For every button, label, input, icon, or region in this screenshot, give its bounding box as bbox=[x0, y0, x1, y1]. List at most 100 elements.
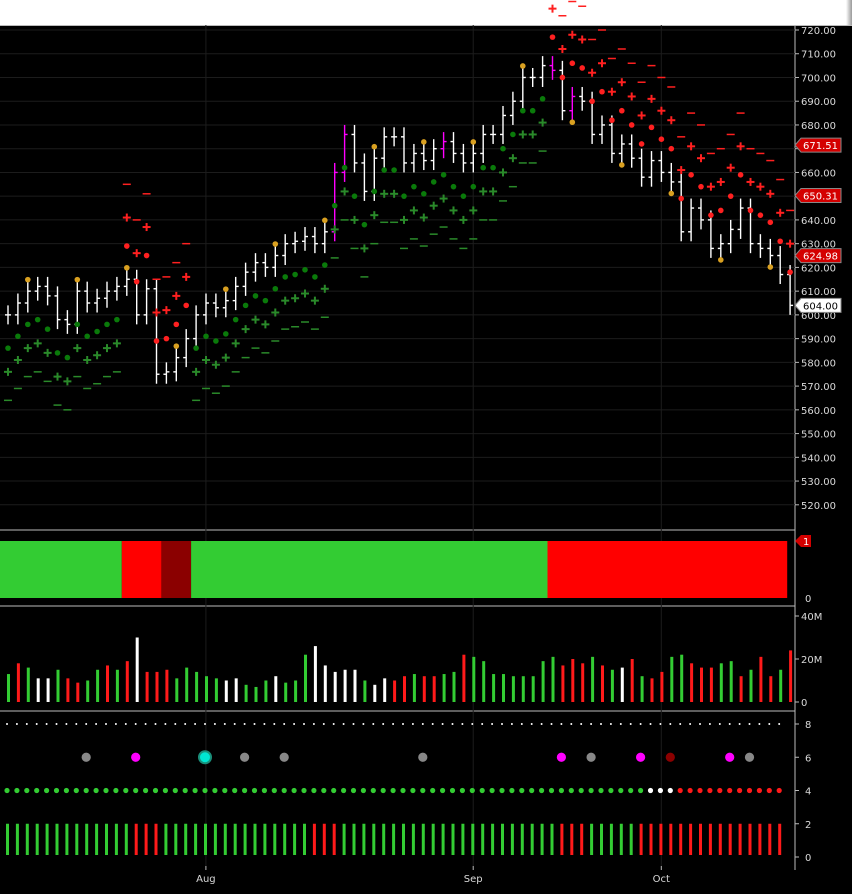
volume-bar bbox=[313, 646, 317, 702]
volume-bar bbox=[135, 637, 139, 702]
row4-dot bbox=[657, 787, 664, 794]
row8-dot bbox=[362, 723, 365, 725]
row4-dot bbox=[380, 787, 386, 794]
row2-bar bbox=[728, 823, 732, 855]
row4-dot bbox=[489, 787, 495, 794]
row4-dot bbox=[667, 787, 673, 794]
row2-bar bbox=[263, 823, 267, 855]
stop-dot bbox=[638, 141, 645, 147]
stop-dot bbox=[678, 195, 684, 202]
volume-bar bbox=[7, 674, 10, 702]
x-tick-label: Sep bbox=[464, 874, 483, 885]
volume-bar bbox=[670, 656, 674, 702]
volume-bar bbox=[502, 674, 505, 702]
row8-dot bbox=[570, 723, 573, 725]
row4-dot bbox=[251, 787, 258, 794]
stop-dot bbox=[500, 145, 506, 152]
row4-dot bbox=[350, 787, 357, 794]
row4-dot bbox=[509, 787, 515, 794]
row2-bar bbox=[570, 823, 574, 855]
volume-bar bbox=[383, 678, 387, 702]
row8-dot bbox=[679, 723, 682, 725]
swing-dot bbox=[25, 276, 31, 283]
row4-dot bbox=[687, 787, 693, 794]
row2-bar bbox=[303, 823, 306, 855]
vol-tick-label: 40M bbox=[801, 612, 822, 623]
volume-bar bbox=[739, 676, 743, 702]
row4-dot bbox=[341, 787, 347, 794]
row4-dot bbox=[578, 787, 584, 794]
row8-dot bbox=[748, 723, 751, 725]
x-tick-label: Aug bbox=[196, 874, 216, 885]
volume-bar bbox=[789, 650, 793, 702]
row6-dot bbox=[725, 752, 735, 762]
row8-dot bbox=[778, 723, 781, 725]
row8-dot bbox=[421, 723, 424, 725]
row4-dot bbox=[737, 787, 743, 794]
row2-bar bbox=[312, 823, 316, 855]
row4-dot bbox=[14, 787, 20, 794]
row8-dot bbox=[144, 723, 147, 725]
row2-bar bbox=[75, 823, 79, 855]
row4-dot bbox=[707, 787, 713, 794]
y-tick-label: 720.00 bbox=[801, 26, 836, 37]
row4-dot bbox=[776, 787, 782, 794]
sig-tick-label: 0 bbox=[805, 853, 811, 864]
row4-dot bbox=[539, 787, 545, 794]
swing-dot bbox=[74, 276, 81, 283]
volume-bar bbox=[442, 674, 446, 702]
swing-dot bbox=[322, 217, 328, 224]
volume-bar bbox=[26, 667, 30, 702]
row8-dot bbox=[233, 723, 236, 725]
stop-dot bbox=[351, 193, 358, 199]
stop-dot bbox=[252, 293, 259, 299]
row2-bar bbox=[758, 823, 762, 855]
stop-dot bbox=[5, 345, 11, 351]
trend-segment bbox=[121, 541, 162, 598]
swing-dot bbox=[371, 143, 378, 150]
row2-bar bbox=[778, 823, 782, 855]
row8-dot bbox=[550, 723, 553, 725]
row2-bar bbox=[6, 823, 9, 855]
stop-dot bbox=[262, 297, 269, 304]
row2-bar bbox=[619, 823, 623, 855]
swing-dot bbox=[619, 162, 625, 168]
row6-dot bbox=[240, 752, 250, 762]
volume-bar bbox=[759, 656, 763, 702]
row2-bar bbox=[718, 823, 722, 855]
row8-dot bbox=[600, 723, 602, 725]
stop-dot bbox=[302, 266, 308, 273]
volume-bar bbox=[214, 678, 218, 702]
row2-bar bbox=[213, 823, 217, 855]
row2-bar bbox=[362, 823, 366, 855]
row4-dot bbox=[519, 787, 525, 794]
stop-dot bbox=[440, 172, 447, 178]
volume-bar bbox=[482, 661, 486, 702]
row4-dot bbox=[133, 787, 139, 794]
stop-dot bbox=[34, 316, 41, 323]
stop-dot bbox=[371, 188, 378, 195]
row2-bar bbox=[204, 823, 207, 855]
row2-bar bbox=[253, 823, 257, 855]
row8-dot bbox=[55, 723, 58, 725]
row2-bar bbox=[174, 823, 178, 855]
row8-dot bbox=[501, 723, 503, 725]
row2-bar bbox=[431, 823, 435, 855]
row4-dot bbox=[143, 787, 149, 794]
stop-dot bbox=[737, 172, 744, 178]
row8-dot bbox=[194, 723, 197, 725]
stop-dot bbox=[203, 333, 209, 340]
volume-bar bbox=[472, 656, 476, 702]
row4-dot bbox=[291, 787, 297, 794]
row2-bar bbox=[649, 823, 653, 855]
row4-dot bbox=[420, 787, 426, 794]
volume-bar bbox=[254, 686, 258, 702]
row2-bar bbox=[679, 823, 683, 855]
volume-bar bbox=[155, 671, 159, 702]
volume-bar bbox=[620, 667, 624, 702]
stop-dot bbox=[658, 136, 665, 143]
row2-bar bbox=[461, 823, 465, 855]
row8-dot bbox=[25, 723, 28, 725]
stop-dot bbox=[74, 321, 81, 328]
